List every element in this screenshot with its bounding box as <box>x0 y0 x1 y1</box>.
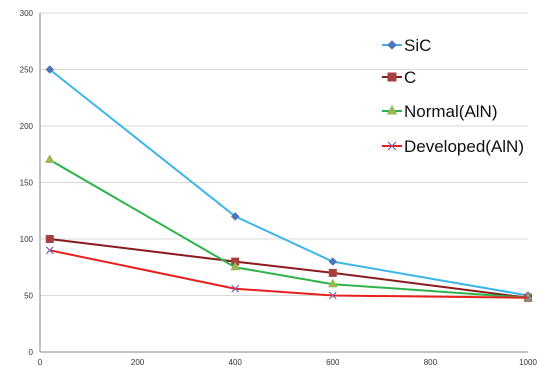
legend-label-developed-aln: Developed(AlN) <box>404 137 524 156</box>
data-point-developed-aln-0 <box>45 246 54 255</box>
series-c <box>45 235 532 302</box>
series-normal-aln <box>44 154 533 301</box>
series-line-sic <box>49 68 529 297</box>
data-point-developed-aln-2 <box>328 291 337 300</box>
data-point-sic-2 <box>328 257 338 266</box>
legend-marker-developed-aln <box>387 141 397 151</box>
data-point-sic-1 <box>230 212 240 221</box>
data-point-normal-aln-0 <box>44 154 55 163</box>
legend-label-c: C <box>404 68 416 87</box>
series-line-c <box>49 238 529 299</box>
legend-label-normal-aln: Normal(AlN) <box>404 102 498 121</box>
data-point-c-2 <box>328 268 337 277</box>
data-point-normal-aln-2 <box>327 278 338 288</box>
series-line-normal-aln <box>49 159 529 299</box>
data-point-developed-aln-2-stroke-b <box>328 291 337 300</box>
legend-marker-c <box>387 72 397 82</box>
legend: SiC C Normal(AlN) Developed(AlN) <box>382 36 524 156</box>
data-point-developed-aln-1 <box>231 284 240 293</box>
data-point-developed-aln-1-stroke-b <box>231 284 240 293</box>
data-point-normal-aln-1 <box>230 261 241 271</box>
y-tick-label-200: 200 <box>20 122 34 131</box>
data-point-developed-aln-3 <box>524 293 532 302</box>
legend-marker-sic <box>387 40 397 50</box>
x-tick-label-1000: 1000 <box>519 358 537 367</box>
tick-labels: 0 50 100 150 200 250 300 0 200 400 600 800 1000 <box>20 9 538 367</box>
x-tick-label-0: 0 <box>38 358 43 367</box>
series-line-developed-aln <box>49 249 529 299</box>
data-point-sic-0 <box>45 65 54 74</box>
legend-label-sic: SiC <box>404 36 431 55</box>
legend-item-normal-aln: Normal(AlN) <box>382 102 498 121</box>
data-point-developed-aln-3-stroke-b <box>524 293 532 302</box>
legend-item-developed-aln: Developed(AlN) <box>382 137 524 156</box>
y-tick-label-0: 0 <box>29 348 34 357</box>
legend-item-sic: SiC <box>382 36 431 55</box>
y-tick-label-150: 150 <box>20 179 34 188</box>
legend-marker-developed-aln-stroke-b <box>387 141 397 151</box>
legend-marker-normal-aln <box>386 104 398 115</box>
x-tick-label-800: 800 <box>424 358 438 367</box>
y-tick-label-100: 100 <box>20 235 34 244</box>
y-tick-label-300: 300 <box>20 9 34 18</box>
x-tick-label-200: 200 <box>131 358 145 367</box>
axes <box>39 13 528 353</box>
legend-item-c: C <box>382 68 416 87</box>
y-tick-label-250: 250 <box>20 66 34 75</box>
data-point-c-0 <box>45 235 54 243</box>
y-tick-label-50: 50 <box>24 292 33 301</box>
x-tick-label-600: 600 <box>326 358 340 367</box>
series-developed-aln <box>45 246 532 302</box>
data-series <box>44 65 533 302</box>
x-tick-label-400: 400 <box>229 358 243 367</box>
data-point-developed-aln-0-stroke-b <box>45 246 54 255</box>
